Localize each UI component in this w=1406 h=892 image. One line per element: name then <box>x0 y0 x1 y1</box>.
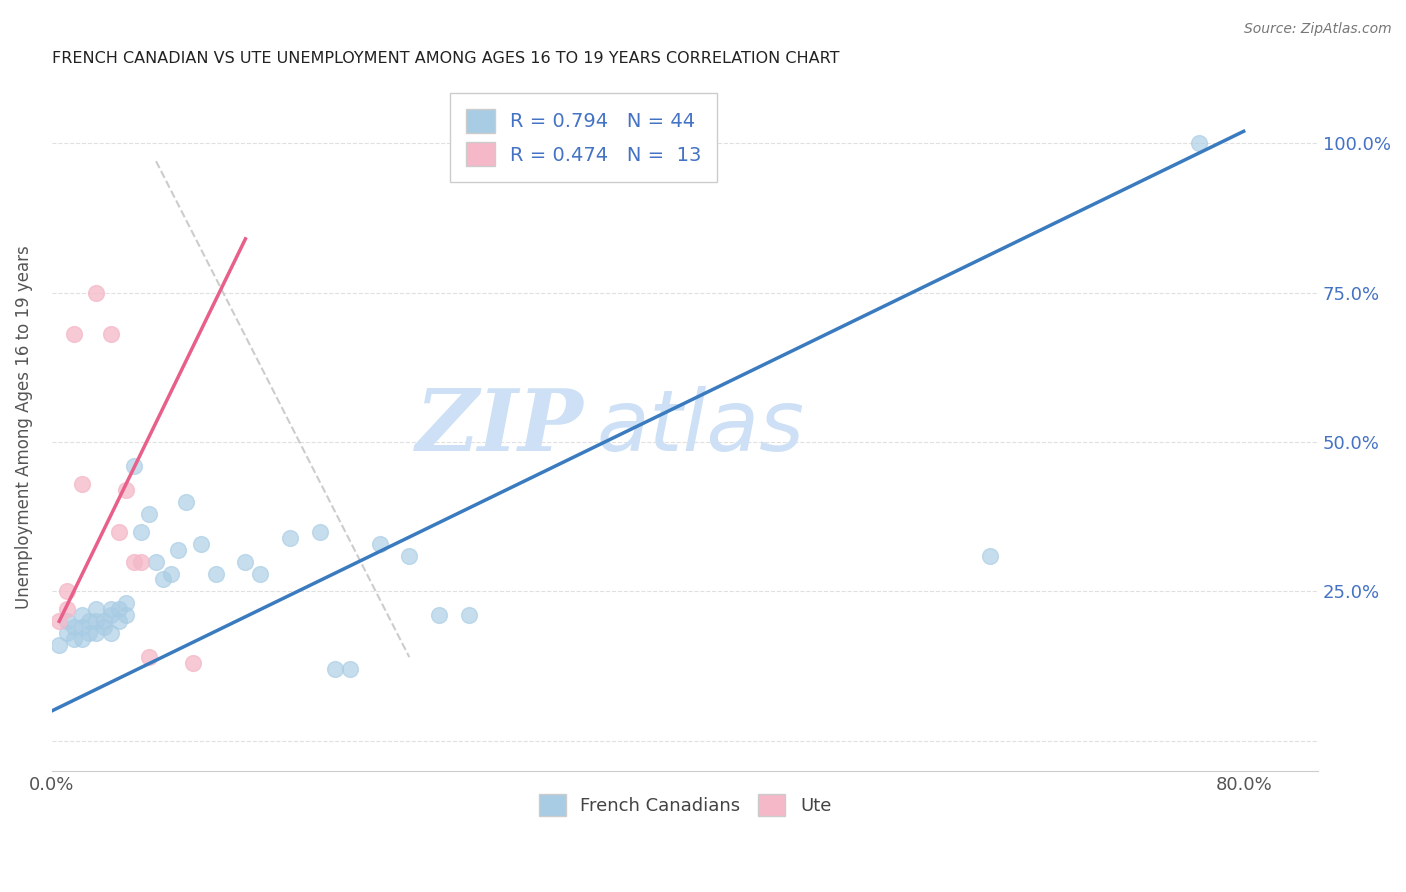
Point <box>93 615 115 629</box>
Point <box>204 566 226 581</box>
Point <box>107 602 129 616</box>
Point <box>129 555 152 569</box>
Point <box>55 615 77 629</box>
Point <box>323 662 346 676</box>
Point <box>48 615 70 629</box>
Point <box>115 608 138 623</box>
Point <box>86 615 108 629</box>
Point <box>86 602 108 616</box>
Point <box>55 626 77 640</box>
Point <box>115 483 138 497</box>
Point <box>152 573 174 587</box>
Point <box>249 566 271 581</box>
Point <box>100 327 122 342</box>
Point <box>93 620 115 634</box>
Point <box>100 608 122 623</box>
Point <box>145 555 167 569</box>
Text: ZIP: ZIP <box>416 385 583 469</box>
Point <box>167 542 190 557</box>
Y-axis label: Unemployment Among Ages 16 to 19 years: Unemployment Among Ages 16 to 19 years <box>15 245 32 609</box>
Text: atlas: atlas <box>596 385 804 468</box>
Point <box>122 458 145 473</box>
Point <box>107 524 129 539</box>
Point <box>235 555 257 569</box>
Point <box>160 566 183 581</box>
Point <box>398 549 420 563</box>
Point <box>100 602 122 616</box>
Point <box>77 615 100 629</box>
Point <box>339 662 361 676</box>
Point <box>458 608 481 623</box>
Point <box>70 620 93 634</box>
Point <box>309 524 332 539</box>
Point <box>107 615 129 629</box>
Point <box>129 524 152 539</box>
Point <box>122 555 145 569</box>
Point <box>86 626 108 640</box>
Point <box>174 495 197 509</box>
Point <box>138 507 160 521</box>
Point <box>55 584 77 599</box>
Point <box>63 632 86 647</box>
Point <box>190 536 212 550</box>
Point <box>86 285 108 300</box>
Point <box>1188 136 1211 151</box>
Legend: French Canadians, Ute: French Canadians, Ute <box>531 787 838 823</box>
Point <box>278 531 301 545</box>
Point <box>115 596 138 610</box>
Point <box>63 620 86 634</box>
Point <box>70 476 93 491</box>
Point <box>48 638 70 652</box>
Point <box>55 602 77 616</box>
Point <box>63 327 86 342</box>
Text: Source: ZipAtlas.com: Source: ZipAtlas.com <box>1244 22 1392 37</box>
Point <box>979 549 1001 563</box>
Point <box>70 632 93 647</box>
Point <box>138 650 160 665</box>
Point <box>70 608 93 623</box>
Point <box>100 626 122 640</box>
Text: FRENCH CANADIAN VS UTE UNEMPLOYMENT AMONG AGES 16 TO 19 YEARS CORRELATION CHART: FRENCH CANADIAN VS UTE UNEMPLOYMENT AMON… <box>52 51 839 66</box>
Point <box>427 608 450 623</box>
Point <box>181 656 204 670</box>
Point <box>77 626 100 640</box>
Point <box>368 536 391 550</box>
